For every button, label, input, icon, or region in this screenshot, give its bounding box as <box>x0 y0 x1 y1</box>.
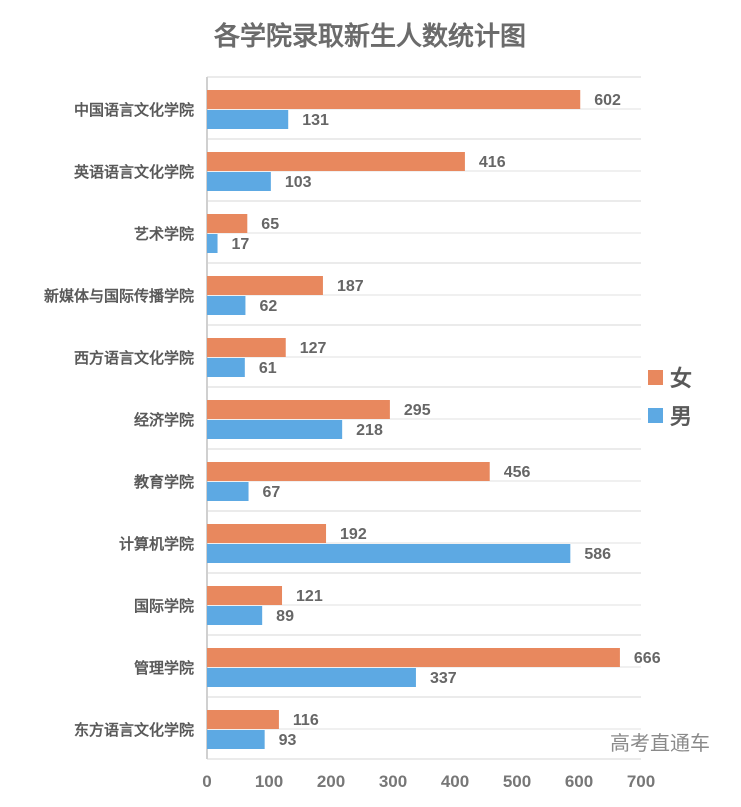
bar-female <box>207 462 490 481</box>
data-label: 62 <box>259 298 277 315</box>
data-label: 337 <box>430 670 457 687</box>
bar-male <box>207 482 249 501</box>
x-tick-label: 100 <box>255 772 283 791</box>
data-label: 103 <box>285 174 312 191</box>
category-label: 国际学院 <box>134 597 194 615</box>
bar-male <box>207 110 289 129</box>
bar-female <box>207 152 465 171</box>
bar-male <box>207 668 416 687</box>
x-tick-label: 300 <box>379 772 407 791</box>
watermark: 高考直通车 <box>610 731 710 755</box>
bar-female <box>207 710 279 729</box>
x-tick-label: 200 <box>317 772 345 791</box>
data-label: 17 <box>232 236 250 253</box>
x-tick-label: 600 <box>565 772 593 791</box>
category-label: 东方语言文化学院 <box>74 721 194 739</box>
bar-female <box>207 400 390 419</box>
bar-male <box>207 544 571 563</box>
bar-male <box>207 172 271 191</box>
data-label: 456 <box>504 464 531 481</box>
bar-male <box>207 420 343 439</box>
data-label: 218 <box>356 422 383 439</box>
category-label: 中国语言文化学院 <box>74 101 194 119</box>
legend-swatch <box>648 370 663 385</box>
bar-female <box>207 524 327 543</box>
bar-male <box>207 234 218 253</box>
chart-title: 各学院录取新生人数统计图 <box>213 21 526 52</box>
category-label: 管理学院 <box>134 659 194 677</box>
data-label: 67 <box>263 484 281 501</box>
legend-label: 女 <box>670 366 692 392</box>
data-label: 586 <box>584 546 611 563</box>
category-label: 经济学院 <box>134 411 194 429</box>
bar-female <box>207 338 286 357</box>
data-label: 416 <box>479 154 506 171</box>
bar-male <box>207 606 263 625</box>
data-label: 116 <box>293 712 319 729</box>
data-label: 666 <box>634 650 661 667</box>
category-label: 计算机学院 <box>119 535 194 553</box>
category-label: 新媒体与国际传播学院 <box>44 287 194 305</box>
bar-female <box>207 648 620 667</box>
data-label: 602 <box>594 92 621 109</box>
bar-female <box>207 214 248 233</box>
data-label: 187 <box>337 278 364 295</box>
bar-male <box>207 358 245 377</box>
data-label: 192 <box>340 526 367 543</box>
category-label: 艺术学院 <box>134 225 194 243</box>
data-label: 93 <box>279 732 297 749</box>
x-tick-label: 400 <box>441 772 469 791</box>
x-tick-label: 500 <box>503 772 531 791</box>
category-label: 教育学院 <box>133 473 194 491</box>
data-label: 127 <box>300 340 327 357</box>
data-label: 121 <box>296 588 323 605</box>
legend-label: 男 <box>670 405 692 430</box>
category-label: 西方语言文化学院 <box>74 349 194 367</box>
data-label: 65 <box>261 216 279 233</box>
data-label: 61 <box>259 360 277 377</box>
bar-female <box>207 586 283 605</box>
x-tick-label: 0 <box>202 772 211 791</box>
bar-female <box>207 276 323 295</box>
data-label: 89 <box>276 608 294 625</box>
data-label: 131 <box>302 112 329 129</box>
data-label: 295 <box>404 402 431 419</box>
x-tick-label: 700 <box>627 772 655 791</box>
bar-male <box>207 730 265 749</box>
bar-male <box>207 296 246 315</box>
category-label: 英语语言文化学院 <box>74 163 194 181</box>
legend-swatch <box>648 408 663 423</box>
bar-female <box>207 90 581 109</box>
